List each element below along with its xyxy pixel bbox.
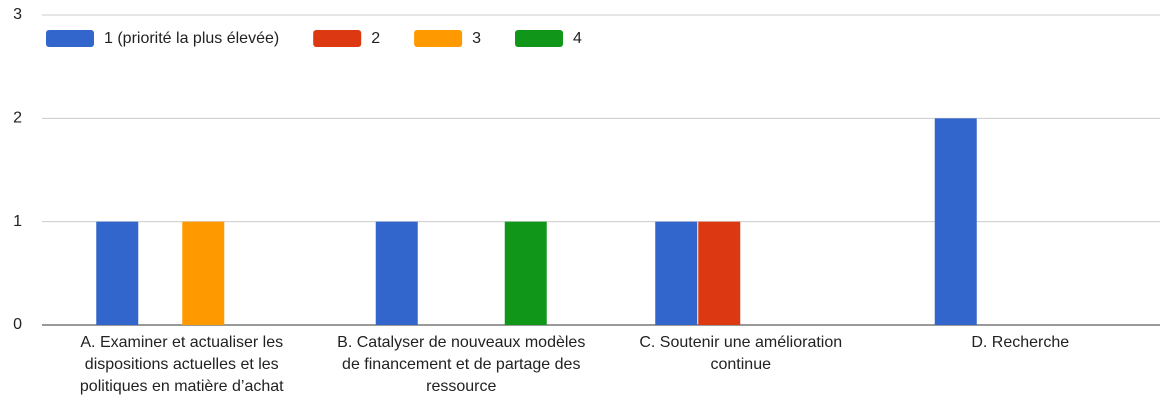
y-tick-label: 2	[13, 110, 22, 127]
y-tick-label: 0	[13, 316, 22, 333]
legend-swatch	[515, 30, 564, 47]
legend-swatch	[46, 30, 94, 47]
bar	[375, 221, 418, 325]
bar	[698, 221, 741, 325]
x-tick-label: A. Examiner et actualiser les dispositio…	[79, 334, 284, 395]
legend-swatch	[313, 30, 362, 47]
y-tick-label: 3	[13, 6, 22, 23]
x-tick-label: D. Recherche	[971, 334, 1070, 351]
legend-label: 1 (priorité la plus élevée)	[104, 30, 279, 47]
bar	[934, 118, 977, 325]
legend-swatch	[414, 30, 463, 47]
bar	[504, 221, 547, 325]
legend-label: 2	[371, 30, 380, 47]
bar	[182, 221, 225, 325]
x-tick-label: B. Catalyser de nouveaux modèles de fina…	[337, 334, 586, 395]
legend-label: 3	[472, 30, 481, 47]
legend-label: 4	[573, 30, 582, 47]
x-tick-label: C. Soutenir une amélioration continue	[639, 334, 843, 373]
bar	[655, 221, 698, 325]
bar	[96, 221, 139, 325]
y-tick-label: 1	[13, 213, 22, 230]
